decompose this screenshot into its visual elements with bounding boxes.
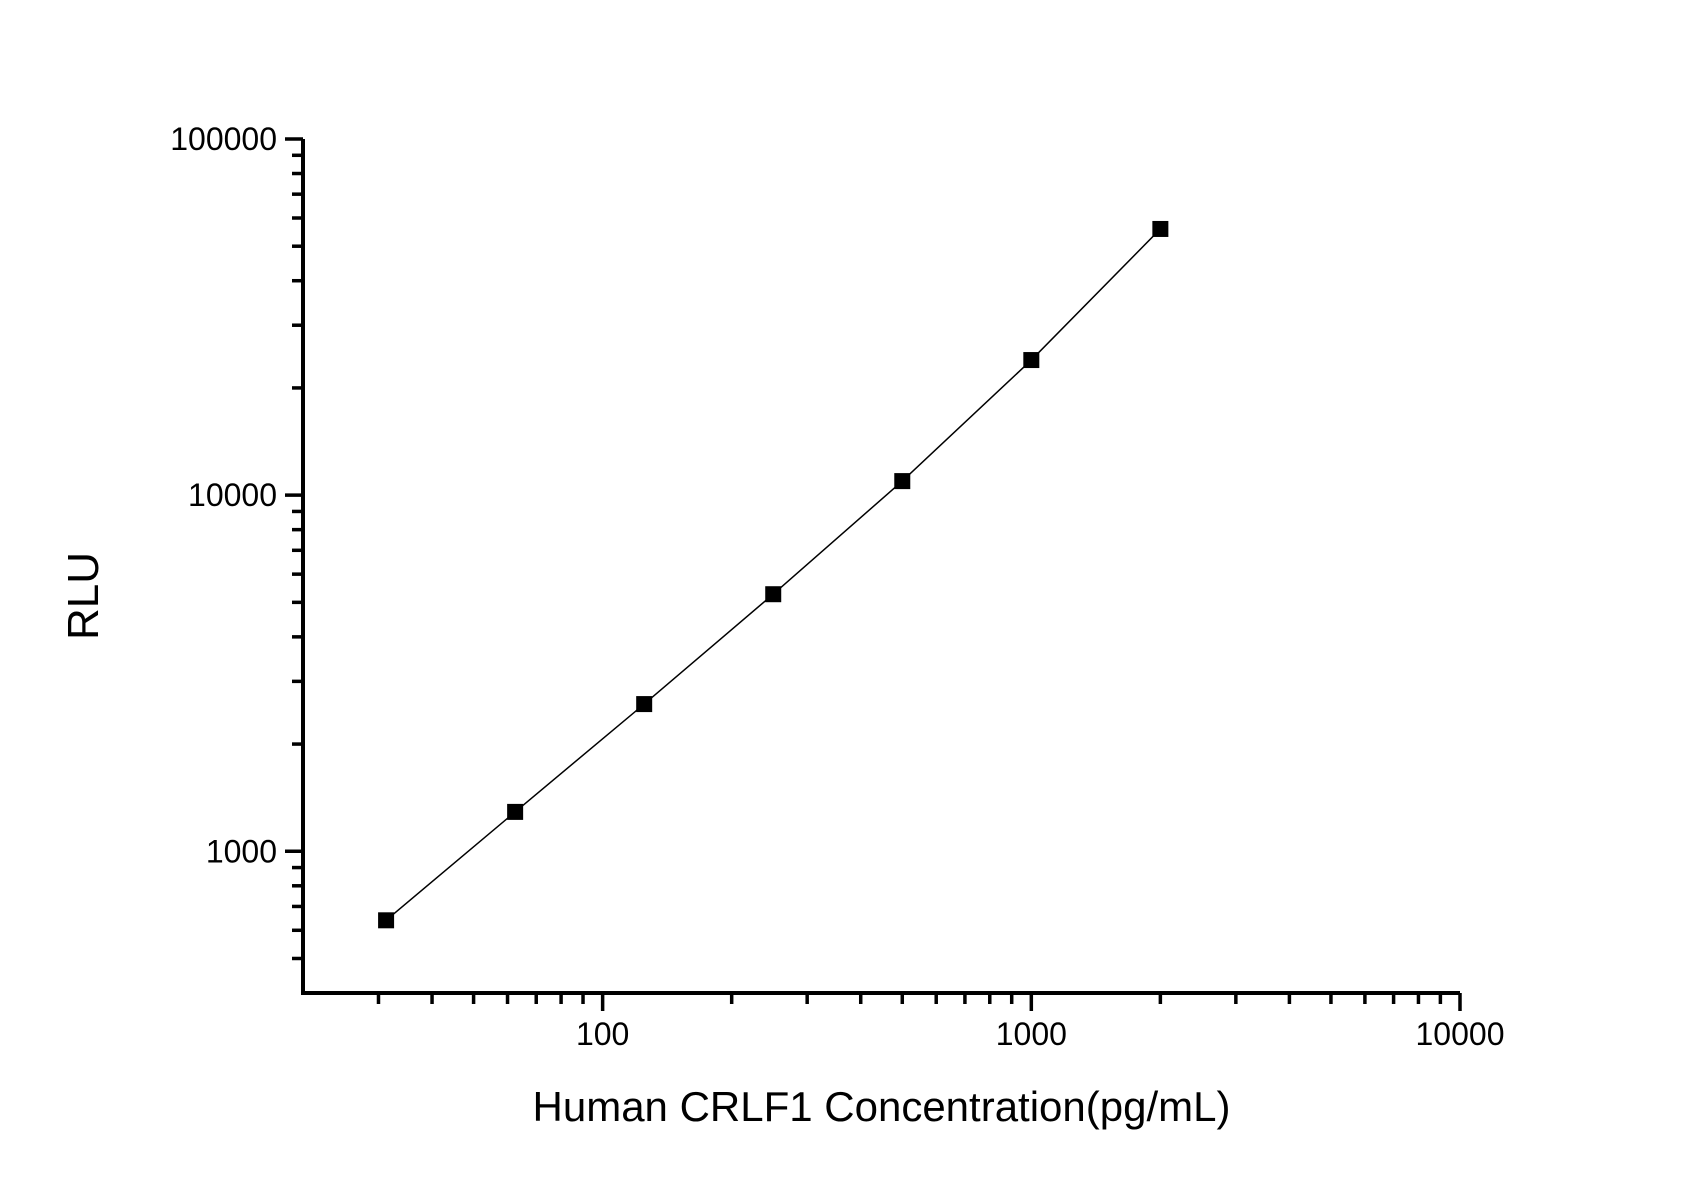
series-line bbox=[385, 228, 1161, 921]
data-point-marker bbox=[1023, 352, 1040, 369]
x-axis-title: Human CRLF1 Concentration(pg/mL) bbox=[532, 1083, 1231, 1130]
data-point-marker bbox=[765, 586, 782, 603]
x-tick-label: 10000 bbox=[1416, 1016, 1505, 1052]
x-tick-label: 100 bbox=[576, 1016, 629, 1052]
data-point-marker bbox=[1152, 220, 1169, 237]
y-tick-label: 1000 bbox=[206, 833, 277, 869]
data-point-marker bbox=[507, 803, 524, 820]
axis-lines bbox=[301, 139, 1460, 995]
data-point-marker bbox=[894, 473, 911, 490]
x-tick-label: 1000 bbox=[996, 1016, 1067, 1052]
y-tick-label: 100000 bbox=[170, 121, 277, 157]
data-point-marker bbox=[378, 912, 395, 929]
data-point-marker bbox=[636, 696, 653, 713]
y-axis-title: RLU bbox=[59, 551, 108, 641]
y-tick-label: 10000 bbox=[188, 477, 277, 513]
